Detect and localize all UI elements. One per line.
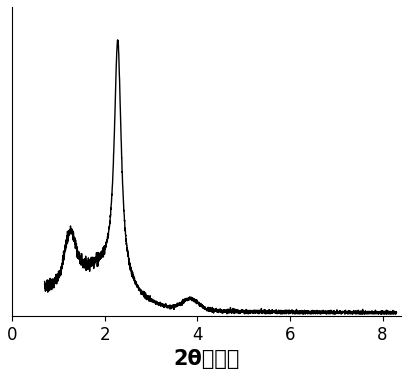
X-axis label: 2θ（度）: 2θ（度） bbox=[173, 349, 240, 369]
